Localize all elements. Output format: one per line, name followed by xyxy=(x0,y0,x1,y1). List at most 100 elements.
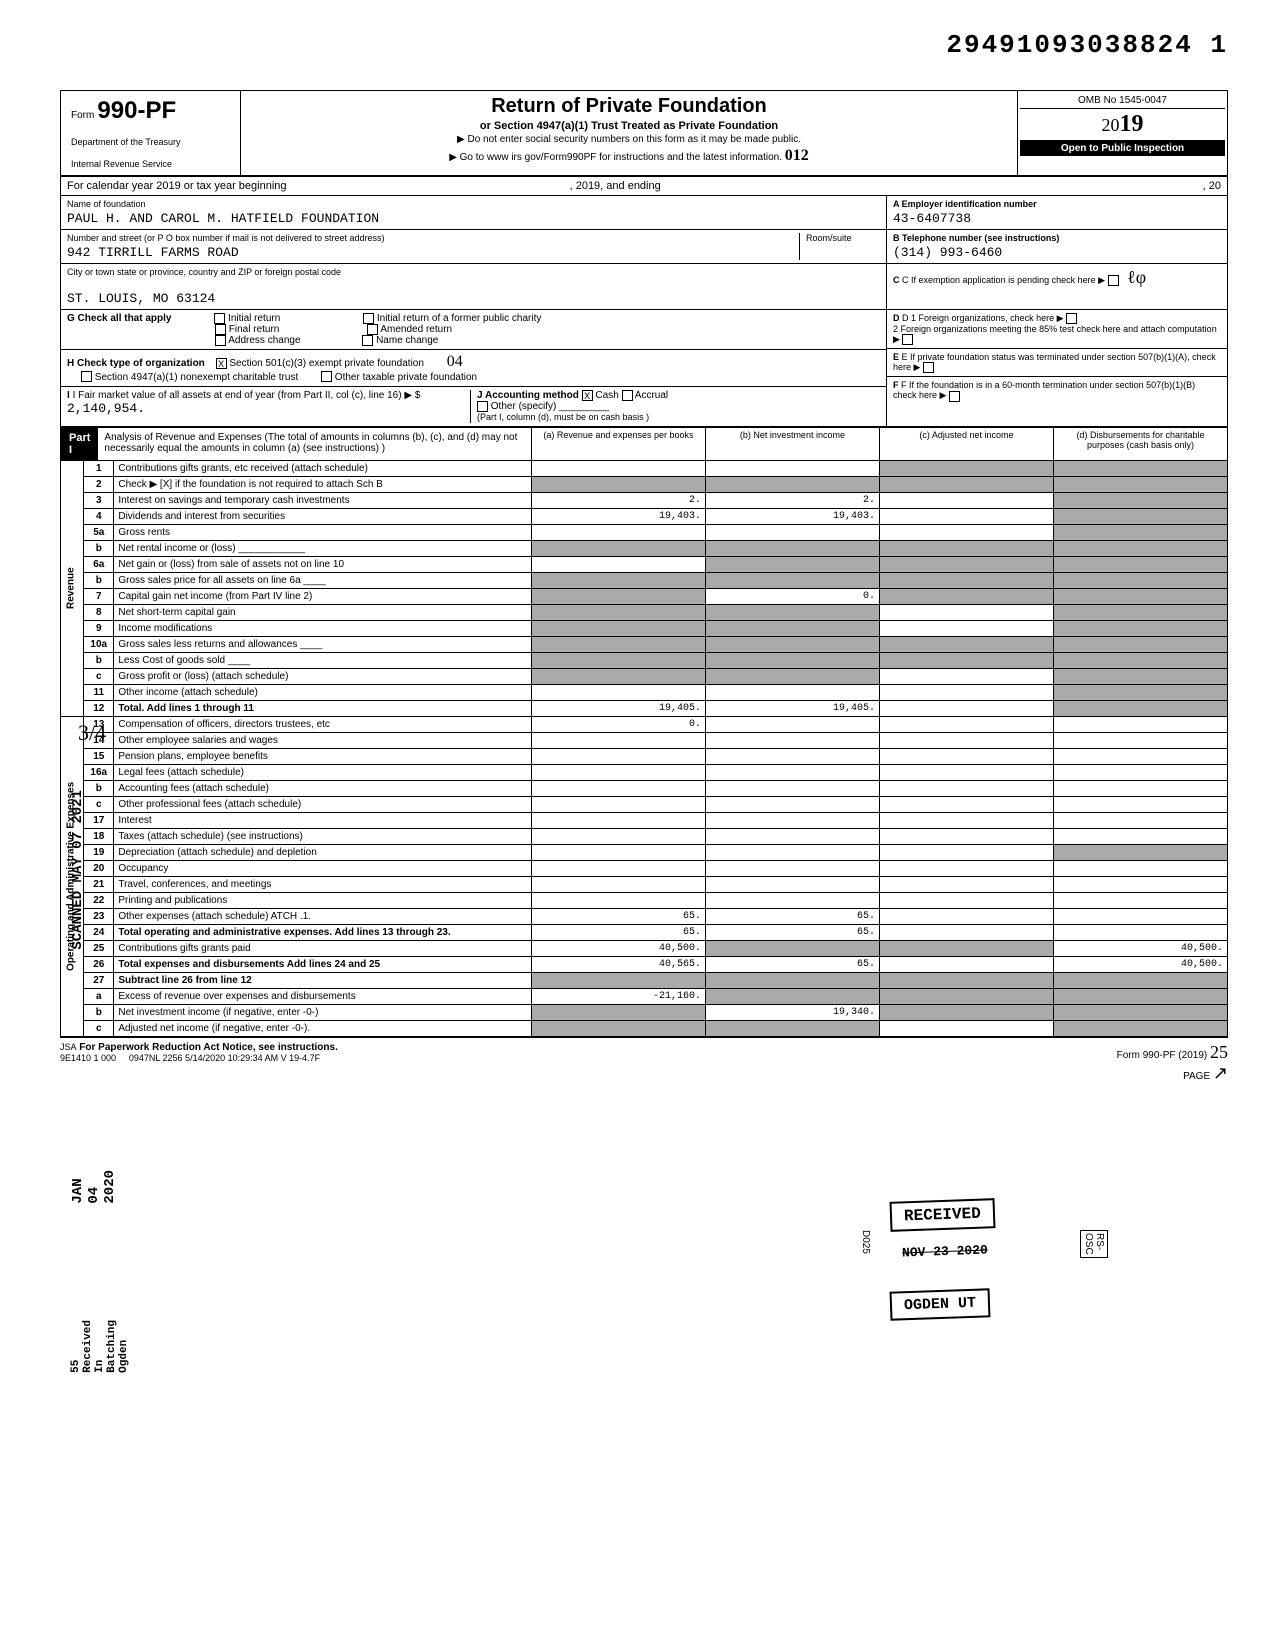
line-num: b xyxy=(84,1004,114,1020)
col-b-val xyxy=(705,620,879,636)
col-a-val: -21,160. xyxy=(531,988,705,1004)
g-opt-2: Address change xyxy=(228,335,300,346)
col-a-val xyxy=(531,972,705,988)
line-num: 27 xyxy=(84,972,114,988)
col-a-val xyxy=(531,1004,705,1020)
line-desc: Net short-term capital gain xyxy=(114,604,532,620)
f-label: F If the foundation is in a 60-month ter… xyxy=(893,380,1195,400)
footer-batch: 0947NL 2256 5/14/2020 10:29:34 AM V 19-4… xyxy=(129,1053,320,1063)
terminated-checkbox[interactable] xyxy=(923,362,934,373)
street-address: 942 TIRRILL FARMS ROAD xyxy=(67,245,793,260)
j-other: Other (specify) xyxy=(491,401,557,412)
table-row: 21Travel, conferences, and meetings xyxy=(61,876,1228,892)
col-c-header: (c) Adjusted net income xyxy=(879,427,1053,460)
table-row: aExcess of revenue over expenses and dis… xyxy=(61,988,1228,1004)
line-desc: Travel, conferences, and meetings xyxy=(114,876,532,892)
footer-code: 9E1410 1 000 xyxy=(60,1053,116,1063)
addr-change-checkbox[interactable] xyxy=(215,335,226,346)
col-d-val xyxy=(1053,460,1227,476)
col-d-val: 40,500. xyxy=(1053,940,1227,956)
col-a-val xyxy=(531,876,705,892)
line-num: a xyxy=(84,988,114,1004)
col-a-val xyxy=(531,780,705,796)
j-label: J Accounting method xyxy=(477,390,579,401)
line-num: 24 xyxy=(84,924,114,940)
col-c-val xyxy=(879,684,1053,700)
initial-former-checkbox[interactable] xyxy=(363,313,374,324)
col-b-val xyxy=(705,668,879,684)
jsa-label: JSA xyxy=(60,1042,77,1052)
col-c-val xyxy=(879,620,1053,636)
h-label: H Check type of organization xyxy=(67,358,205,369)
col-d-val: 40,500. xyxy=(1053,956,1227,972)
line-desc: Net investment income (if negative, ente… xyxy=(114,1004,532,1020)
handwritten-initial: ℓφ xyxy=(1127,267,1146,287)
amended-checkbox[interactable] xyxy=(367,324,378,335)
col-d-val xyxy=(1053,572,1227,588)
form-subtitle: or Section 4947(a)(1) Trust Treated as P… xyxy=(247,120,1011,132)
col-a-val xyxy=(531,652,705,668)
line-desc: Income modifications xyxy=(114,620,532,636)
table-row: bLess Cost of goods sold ____ xyxy=(61,652,1228,668)
4947-checkbox[interactable] xyxy=(81,371,92,382)
final-return-checkbox[interactable] xyxy=(215,324,226,335)
col-a-val xyxy=(531,476,705,492)
col-a-val xyxy=(531,572,705,588)
line-num: 3 xyxy=(84,492,114,508)
col-c-val xyxy=(879,508,1053,524)
col-b-header: (b) Net investment income xyxy=(705,427,879,460)
page-footer: JSA For Paperwork Reduction Act Notice, … xyxy=(60,1037,1228,1088)
line-num: 11 xyxy=(84,684,114,700)
document-id: 29491093038824 1 xyxy=(60,30,1228,60)
col-b-val xyxy=(705,940,879,956)
line-num: 19 xyxy=(84,844,114,860)
line-num: 25 xyxy=(84,940,114,956)
cal-year-mid: , 2019, and ending xyxy=(570,180,661,192)
exempt-checkbox[interactable] xyxy=(1108,275,1119,286)
phone-label: B Telephone number (see instructions) xyxy=(893,233,1221,243)
city-label: City or town state or province, country … xyxy=(67,267,880,277)
col-b-val xyxy=(705,844,879,860)
85pct-checkbox[interactable] xyxy=(902,334,913,345)
col-d-val xyxy=(1053,716,1227,732)
60month-checkbox[interactable] xyxy=(949,391,960,402)
line-desc: Total expenses and disbursements Add lin… xyxy=(114,956,532,972)
tax-year: 2019 xyxy=(1020,109,1225,141)
name-change-checkbox[interactable] xyxy=(362,335,373,346)
col-b-val xyxy=(705,476,879,492)
irs-label: Internal Revenue Service xyxy=(71,159,230,169)
501c3-checkbox[interactable]: X xyxy=(216,358,227,369)
other-taxable-checkbox[interactable] xyxy=(321,371,332,382)
table-row: 27Subtract line 26 from line 12 xyxy=(61,972,1228,988)
col-d-val xyxy=(1053,604,1227,620)
line-num: 17 xyxy=(84,812,114,828)
instr-ssn: ▶ Do not enter social security numbers o… xyxy=(247,134,1011,145)
accrual-checkbox[interactable] xyxy=(622,390,633,401)
col-a-val xyxy=(531,556,705,572)
col-b-val xyxy=(705,1020,879,1036)
col-d-val xyxy=(1053,796,1227,812)
ein-label: A Employer identification number xyxy=(893,199,1221,209)
foreign-org-checkbox[interactable] xyxy=(1066,313,1077,324)
col-d-header: (d) Disbursements for charitable purpose… xyxy=(1053,427,1227,460)
phone-value: (314) 993-6460 xyxy=(893,245,1221,260)
line-desc: Compensation of officers, directors trus… xyxy=(114,716,532,732)
part1-desc: Analysis of Revenue and Expenses (The to… xyxy=(98,428,531,460)
cash-checkbox[interactable]: X xyxy=(582,390,593,401)
line-desc: Subtract line 26 from line 12 xyxy=(114,972,532,988)
other-method-checkbox[interactable] xyxy=(477,401,488,412)
form-prefix: Form xyxy=(71,110,94,121)
initial-return-checkbox[interactable] xyxy=(214,313,225,324)
line-num: 15 xyxy=(84,748,114,764)
col-a-header: (a) Revenue and expenses per books xyxy=(531,427,705,460)
line-desc: Net rental income or (loss) ____________ xyxy=(114,540,532,556)
col-a-val xyxy=(531,636,705,652)
instr-url: ▶ Go to www irs gov/Form990PF for instru… xyxy=(247,147,1011,165)
h-opt3: Other taxable private foundation xyxy=(335,372,477,383)
col-a-val xyxy=(531,620,705,636)
page-label: PAGE xyxy=(1183,1071,1210,1082)
table-row: 24Total operating and administrative exp… xyxy=(61,924,1228,940)
col-a-val xyxy=(531,732,705,748)
line-desc: Contributions gifts grants paid xyxy=(114,940,532,956)
col-c-val xyxy=(879,940,1053,956)
